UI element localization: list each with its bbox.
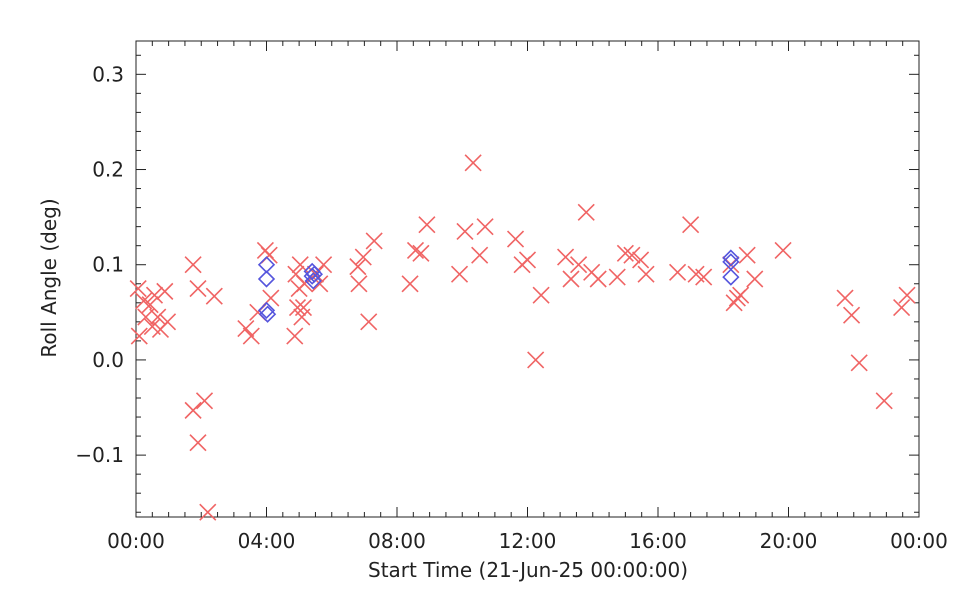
diamond-marker-point [257,256,276,274]
x-tick-label: 00:00 [890,529,948,553]
axis-ticks [135,41,920,517]
x-marker-point [199,503,217,521]
x-marker-point [294,298,313,317]
x-marker-point [577,203,595,221]
y-tick-label: 0.1 [92,253,124,277]
y-tick-label: 0.3 [92,62,124,86]
diamond-marker-point [722,249,740,267]
x-marker-point [237,319,255,338]
x-marker-point [418,216,436,234]
x-marker-point [589,270,607,288]
x-marker-point [850,354,868,372]
x-marker-point [189,434,207,452]
x-tick-label: 04:00 [238,529,296,553]
x-marker-point [158,313,177,331]
x-marker-point [450,265,469,283]
x-marker-point [350,275,368,293]
x-marker-point [129,279,147,298]
x-marker-point [570,256,588,274]
x-marker-point [464,154,482,172]
x-marker-point [184,401,202,419]
x-marker-point [295,275,314,293]
x-marker-point [527,351,545,369]
x-marker-point [506,230,525,248]
x-marker-point [836,289,854,307]
x-tick-label: 12:00 [499,529,557,553]
x-marker-point [738,246,756,264]
x-marker-point [189,279,207,298]
x-marker-point [843,306,861,324]
x-marker-point [365,232,383,250]
data-points [129,154,916,521]
x-marker-point [288,298,307,317]
x-marker-point [623,246,641,264]
x-marker-point [732,286,750,304]
x-marker-point [456,222,474,240]
y-tick-label: 0.0 [92,348,124,372]
x-tick-label: 00:00 [107,529,165,553]
diamond-marker-point [257,270,276,288]
y-tick-label: −0.1 [75,443,124,467]
x-marker-point [145,286,164,304]
x-marker-point [156,282,174,300]
y-tick-labels: −0.1 0.0 0.1 0.2 0.3 [75,62,124,467]
plot-border [135,40,920,518]
diamond-marker-point [305,265,323,283]
x-marker-point [349,258,367,276]
x-marker-point [893,298,911,317]
x-marker-point [632,251,650,269]
x-marker-point [875,392,893,410]
x-tick-label: 20:00 [760,529,818,553]
x-marker-point [608,268,626,286]
y-tick-label: 0.2 [92,158,124,182]
x-marker-point [205,287,223,305]
x-marker-point [354,248,372,266]
x-marker-point [137,308,155,326]
x-marker-point [637,265,655,283]
x-marker-point [695,268,713,286]
diamond-marker-point [258,305,277,323]
x-marker-point [360,313,378,331]
x-marker-point [746,270,764,288]
x-marker-point [130,327,148,345]
x-marker-point [774,241,792,260]
x-marker-point [412,244,430,262]
x-marker-point [532,286,550,304]
x-tick-label: 08:00 [368,529,426,553]
x-tick-labels: 00:00 04:00 08:00 12:00 16:00 20:00 00:00 [107,529,948,553]
x-marker-point [476,218,494,236]
x-marker-point [311,275,329,293]
x-marker-point [184,256,202,274]
x-marker-point [556,248,575,266]
x-marker-point [669,263,687,281]
x-marker-point [562,270,580,288]
diamond-marker-point [257,301,276,320]
x-tick-label: 16:00 [629,529,687,553]
x-marker-point [401,275,419,293]
x-marker-point [306,265,325,283]
x-marker-point [406,241,425,260]
x-marker-point [286,327,304,345]
x-marker-point [242,327,260,345]
x-marker-point [141,296,159,314]
diamond-marker-point [722,268,740,286]
y-axis-title: Roll Angle (deg) [37,198,61,357]
x-axis-title: Start Time (21-Jun-25 00:00:00) [368,558,688,582]
plot-frame [135,40,920,518]
x-marker-point [195,392,214,410]
x-marker-point [898,286,916,304]
x-marker-point [682,216,700,234]
x-marker-point [616,244,634,262]
x-marker-point [471,246,489,264]
x-marker-point [518,251,537,269]
